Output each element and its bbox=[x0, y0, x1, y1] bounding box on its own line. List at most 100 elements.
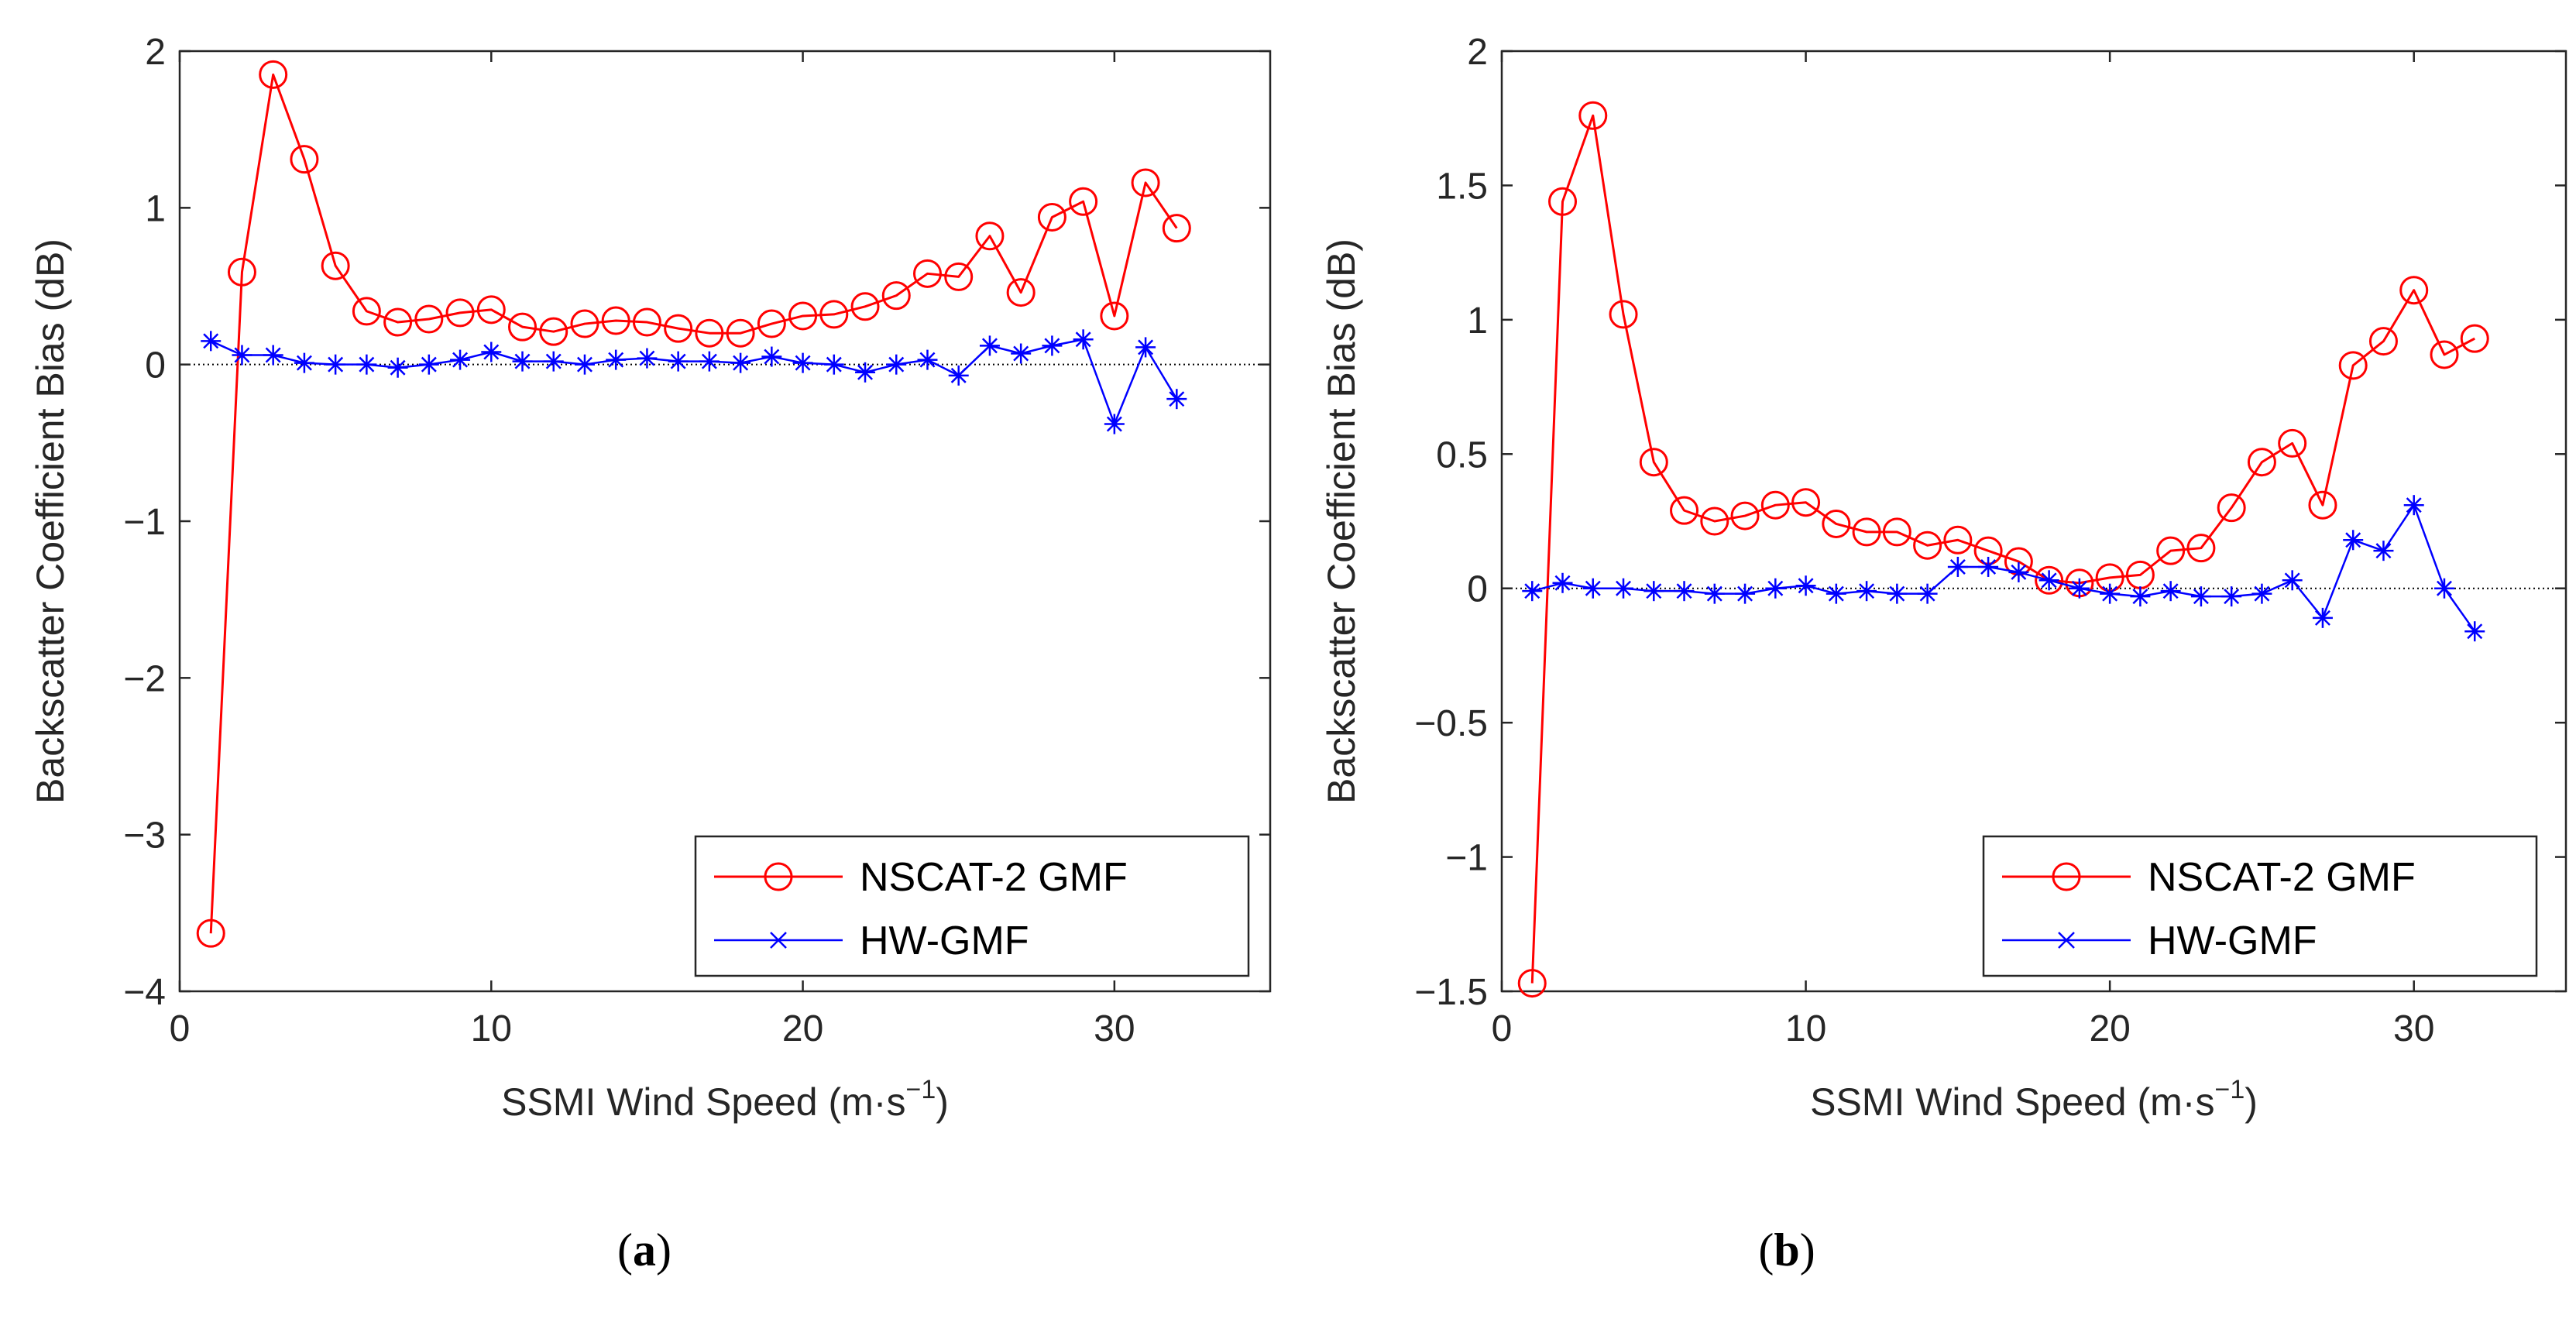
data-point-hw bbox=[481, 342, 502, 362]
data-point-nscat bbox=[1517, 969, 1547, 998]
data-point-hw bbox=[1042, 335, 1063, 356]
data-point-nscat bbox=[2156, 536, 2186, 565]
data-point-hw bbox=[1643, 581, 1664, 602]
data-point-hw bbox=[2069, 578, 2090, 599]
legend-label: NSCAT-2 GMF bbox=[860, 855, 1128, 900]
y-tick-label: −2 bbox=[123, 658, 166, 699]
data-point-nscat bbox=[227, 257, 256, 287]
data-point-hw bbox=[2373, 541, 2394, 561]
data-point-nscat bbox=[2308, 490, 2337, 520]
plot-area bbox=[1500, 50, 2567, 993]
data-point-nscat bbox=[2460, 324, 2489, 353]
data-point-nscat bbox=[788, 301, 818, 331]
chart-panel-a: 0 10 20 30 −4 −3 −2 −1 0 1 2 SSMI Wind Speed (m·s−1… bbox=[29, 32, 1272, 1276]
legend-marker-circle bbox=[764, 862, 793, 891]
data-point-hw bbox=[1104, 414, 1125, 434]
data-point-hw bbox=[2130, 586, 2151, 607]
y-tick-label: 2 bbox=[1467, 32, 1488, 73]
data-point-nscat bbox=[508, 312, 538, 342]
data-point-nscat bbox=[1069, 187, 1098, 216]
data-point-nscat bbox=[881, 281, 911, 311]
data-point-hw bbox=[356, 354, 377, 375]
x-tick-label: 10 bbox=[1785, 1008, 1826, 1049]
data-point-hw bbox=[543, 351, 564, 372]
data-point-hw bbox=[512, 351, 533, 372]
data-point-hw bbox=[668, 351, 689, 372]
y-tick-label: −1 bbox=[123, 502, 166, 543]
data-point-hw bbox=[2100, 583, 2121, 604]
data-point-nscat bbox=[2399, 276, 2429, 305]
data-point-hw bbox=[1735, 583, 1756, 604]
x-axis-title-superscript: −1 bbox=[2214, 1075, 2245, 1104]
data-point-nscat bbox=[321, 251, 350, 280]
legend: NSCAT-2 GMF HW-GMF bbox=[694, 835, 1250, 977]
data-point-hw bbox=[387, 357, 408, 378]
data-point-nscat bbox=[1913, 531, 1942, 560]
data-point-hw bbox=[2251, 583, 2272, 604]
data-point-hw bbox=[1135, 337, 1156, 358]
data-point-hw bbox=[2282, 570, 2303, 591]
data-point-nscat bbox=[695, 318, 724, 348]
data-point-hw bbox=[917, 349, 938, 370]
data-point-nscat bbox=[2430, 340, 2459, 369]
data-point-hw bbox=[637, 348, 658, 369]
data-point-hw bbox=[1826, 583, 1846, 604]
legend-label: HW-GMF bbox=[860, 919, 1029, 963]
data-point-hw bbox=[823, 354, 844, 375]
data-point-nscat bbox=[757, 309, 786, 338]
data-point-hw bbox=[1166, 389, 1187, 410]
y-tick-label: −1.5 bbox=[1414, 972, 1488, 1013]
data-point-nscat bbox=[726, 318, 755, 348]
chart-b: 0 10 20 30 −1.5 −1 −0.5 0 0.5 1 1.5 2 SSMI Wind Spee… bbox=[1320, 32, 2567, 1124]
x-axis-title: SSMI Wind Speed (m·s−1) bbox=[501, 1075, 949, 1124]
data-point-hw bbox=[1674, 581, 1695, 602]
data-point-nscat bbox=[196, 919, 225, 948]
data-point-hw bbox=[2190, 586, 2211, 607]
data-point-nscat bbox=[850, 292, 880, 321]
data-point-nscat bbox=[2186, 534, 2216, 563]
caption-b: (b) bbox=[1758, 1224, 1815, 1276]
y-tick-label: 0 bbox=[145, 345, 166, 386]
x-tick-label: 0 bbox=[1492, 1008, 1513, 1049]
data-point-hw bbox=[2433, 578, 2454, 599]
data-point-nscat bbox=[2035, 565, 2064, 595]
data-point-hw bbox=[1856, 581, 1877, 602]
data-point-nscat bbox=[1852, 517, 1881, 547]
data-point-hw bbox=[855, 362, 876, 383]
data-point-hw bbox=[979, 335, 1000, 356]
x-tick-label: 30 bbox=[1094, 1008, 1135, 1049]
data-point-nscat bbox=[352, 297, 381, 326]
data-point-hw bbox=[1765, 578, 1786, 599]
data-point-nscat bbox=[290, 145, 319, 174]
data-point-nscat bbox=[476, 295, 506, 324]
y-tick-label: 2 bbox=[145, 32, 166, 73]
data-point-hw bbox=[1795, 575, 1816, 596]
data-point-nscat bbox=[1700, 506, 1729, 536]
data-point-hw bbox=[2221, 586, 2242, 607]
legend-entry-hw-gmf: HW-GMF bbox=[2002, 919, 2317, 963]
data-point-nscat bbox=[383, 307, 413, 337]
data-point-hw bbox=[1011, 343, 1032, 364]
data-point-nscat bbox=[632, 307, 661, 337]
y-tick-label: −4 bbox=[123, 972, 166, 1013]
data-point-nscat bbox=[2368, 327, 2398, 356]
data-point-hw bbox=[574, 354, 595, 375]
data-point-nscat bbox=[1100, 301, 1129, 331]
data-point-hw bbox=[232, 345, 252, 366]
data-point-hw bbox=[699, 351, 720, 372]
data-point-hw bbox=[1613, 578, 1634, 599]
data-point-nscat bbox=[1760, 490, 1790, 520]
data-point-hw bbox=[1978, 556, 1999, 577]
legend-label: NSCAT-2 GMF bbox=[2148, 855, 2416, 900]
x-tick-label: 20 bbox=[782, 1008, 823, 1049]
data-point-nscat bbox=[2217, 493, 2246, 523]
data-point-nscat bbox=[819, 300, 849, 329]
data-point-hw bbox=[325, 354, 346, 375]
legend-label: HW-GMF bbox=[2148, 919, 2317, 963]
data-point-hw bbox=[761, 346, 782, 367]
data-point-nscat bbox=[601, 306, 630, 335]
legend-entry-nscat-2-gmf: NSCAT-2 GMF bbox=[2002, 855, 2416, 900]
legend-marker-asterisk bbox=[770, 932, 787, 949]
legend-entry-nscat-2-gmf: NSCAT-2 GMF bbox=[714, 855, 1128, 900]
x-axis-title-superscript: −1 bbox=[905, 1075, 936, 1104]
